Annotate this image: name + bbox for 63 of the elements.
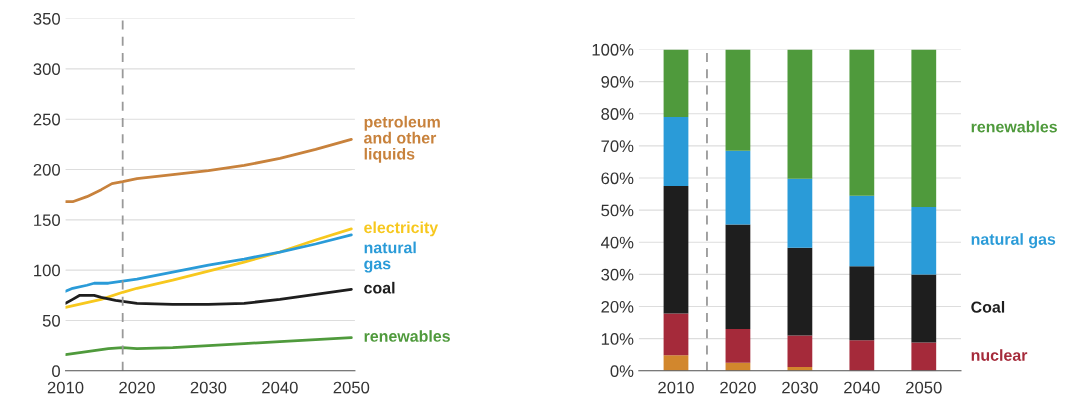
bar xyxy=(849,49,875,196)
bar xyxy=(663,116,689,187)
bar xyxy=(787,335,813,367)
series-label: petroleum and other liquids xyxy=(364,115,440,163)
line-series xyxy=(65,137,353,204)
bar xyxy=(663,313,689,356)
y-tick-label: 40% xyxy=(600,236,634,249)
text: nuclear xyxy=(971,349,1028,361)
x-tick-label: 2040 xyxy=(844,381,880,394)
y-tick-label: 50% xyxy=(601,204,634,217)
bar xyxy=(725,224,751,330)
bar xyxy=(787,247,813,336)
bar xyxy=(849,195,875,267)
bar xyxy=(663,49,689,117)
x-tick-label: 2020 xyxy=(720,381,756,394)
bar xyxy=(911,206,937,275)
series-label: renewables xyxy=(364,330,450,342)
bar xyxy=(787,178,813,248)
y-tick-label: 200 xyxy=(33,163,61,176)
line-series xyxy=(65,336,353,357)
bar xyxy=(725,150,751,225)
bar xyxy=(725,49,751,151)
bar xyxy=(663,186,689,314)
x-tick-label: 2040 xyxy=(262,381,298,394)
y-tick-label: 100 xyxy=(34,264,61,277)
series-label: coal xyxy=(364,281,395,294)
x-tick-label: 2010 xyxy=(658,381,694,394)
bar xyxy=(787,49,813,179)
y-tick-label: 50 xyxy=(42,314,61,327)
y-tick-label: 0 xyxy=(52,365,61,377)
y-tick-label: 150 xyxy=(34,214,61,227)
y-tick-label: 250 xyxy=(33,113,61,126)
bar xyxy=(725,329,751,363)
y-tick-label: 70% xyxy=(601,140,634,153)
x-tick-label: 2050 xyxy=(333,381,370,394)
y-tick-label: 90% xyxy=(601,75,634,88)
x-tick-label: 2050 xyxy=(906,381,942,394)
line-series xyxy=(65,233,353,293)
y-tick-label: 20% xyxy=(601,300,634,313)
x-tick-label: 2030 xyxy=(782,381,818,394)
bar xyxy=(849,266,875,341)
y-tick-label: 0% xyxy=(610,365,634,377)
y-tick-label: 80% xyxy=(601,108,634,120)
bar xyxy=(849,340,875,371)
x-tick-label: 2020 xyxy=(119,381,155,394)
y-tick-label: 350 xyxy=(33,12,61,25)
line-series xyxy=(65,287,353,306)
y-tick-label: 60% xyxy=(601,172,634,185)
y-tick-label: 10% xyxy=(601,333,634,345)
series-label: electricity xyxy=(364,221,439,237)
bar xyxy=(911,274,937,343)
x-tick-label: 2010 xyxy=(47,381,84,394)
bar xyxy=(911,342,937,371)
series-label: natural gas xyxy=(364,241,416,273)
text: natural gas xyxy=(971,233,1056,249)
text: renewables xyxy=(971,120,1057,133)
y-tick-label: 300 xyxy=(33,63,61,76)
x-tick-label: 2030 xyxy=(190,381,227,394)
y-tick-label: 30% xyxy=(601,268,634,281)
bar xyxy=(663,355,689,371)
bar xyxy=(911,49,937,207)
y-tick-label: 100% xyxy=(592,43,634,56)
text: Coal xyxy=(971,301,1005,313)
